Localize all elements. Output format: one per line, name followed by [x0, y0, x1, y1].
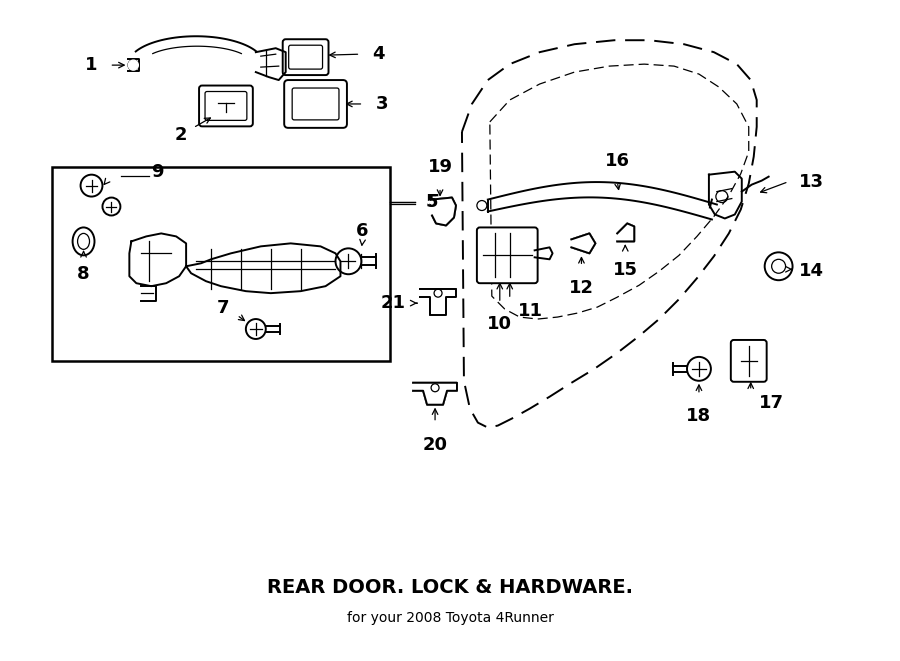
Bar: [51, 167, 391, 361]
Text: 3: 3: [375, 95, 388, 113]
Text: 12: 12: [569, 279, 594, 297]
Text: 5: 5: [426, 192, 438, 211]
Text: 6: 6: [356, 222, 369, 241]
FancyBboxPatch shape: [292, 88, 339, 120]
FancyBboxPatch shape: [283, 39, 328, 75]
Text: 21: 21: [380, 294, 405, 312]
Text: 20: 20: [423, 436, 447, 453]
Text: 9: 9: [151, 163, 164, 180]
Polygon shape: [572, 233, 596, 253]
Ellipse shape: [73, 227, 94, 255]
FancyBboxPatch shape: [284, 80, 346, 128]
Text: 18: 18: [687, 407, 712, 424]
Text: 7: 7: [216, 299, 229, 317]
Text: 10: 10: [487, 315, 512, 333]
Text: 1: 1: [85, 56, 97, 74]
Polygon shape: [413, 383, 457, 405]
FancyBboxPatch shape: [205, 91, 247, 120]
Ellipse shape: [77, 233, 89, 249]
Text: 16: 16: [605, 151, 630, 170]
FancyBboxPatch shape: [289, 45, 322, 69]
FancyBboxPatch shape: [199, 85, 253, 126]
Text: REAR DOOR. LOCK & HARDWARE.: REAR DOOR. LOCK & HARDWARE.: [267, 578, 633, 598]
Text: 5: 5: [428, 192, 441, 211]
FancyBboxPatch shape: [477, 227, 537, 283]
Polygon shape: [617, 223, 634, 241]
Text: 17: 17: [759, 394, 784, 412]
Text: 4: 4: [373, 45, 385, 63]
Text: 15: 15: [613, 261, 638, 280]
Text: 19: 19: [428, 158, 453, 176]
Text: 8: 8: [77, 265, 90, 284]
Polygon shape: [432, 198, 456, 225]
Text: 2: 2: [175, 126, 187, 144]
Text: 11: 11: [518, 302, 543, 320]
FancyBboxPatch shape: [731, 340, 767, 382]
Polygon shape: [420, 289, 456, 315]
Text: 14: 14: [798, 262, 824, 280]
Text: for your 2008 Toyota 4Runner: for your 2008 Toyota 4Runner: [346, 611, 554, 625]
Text: 13: 13: [798, 173, 824, 190]
Circle shape: [129, 60, 139, 70]
